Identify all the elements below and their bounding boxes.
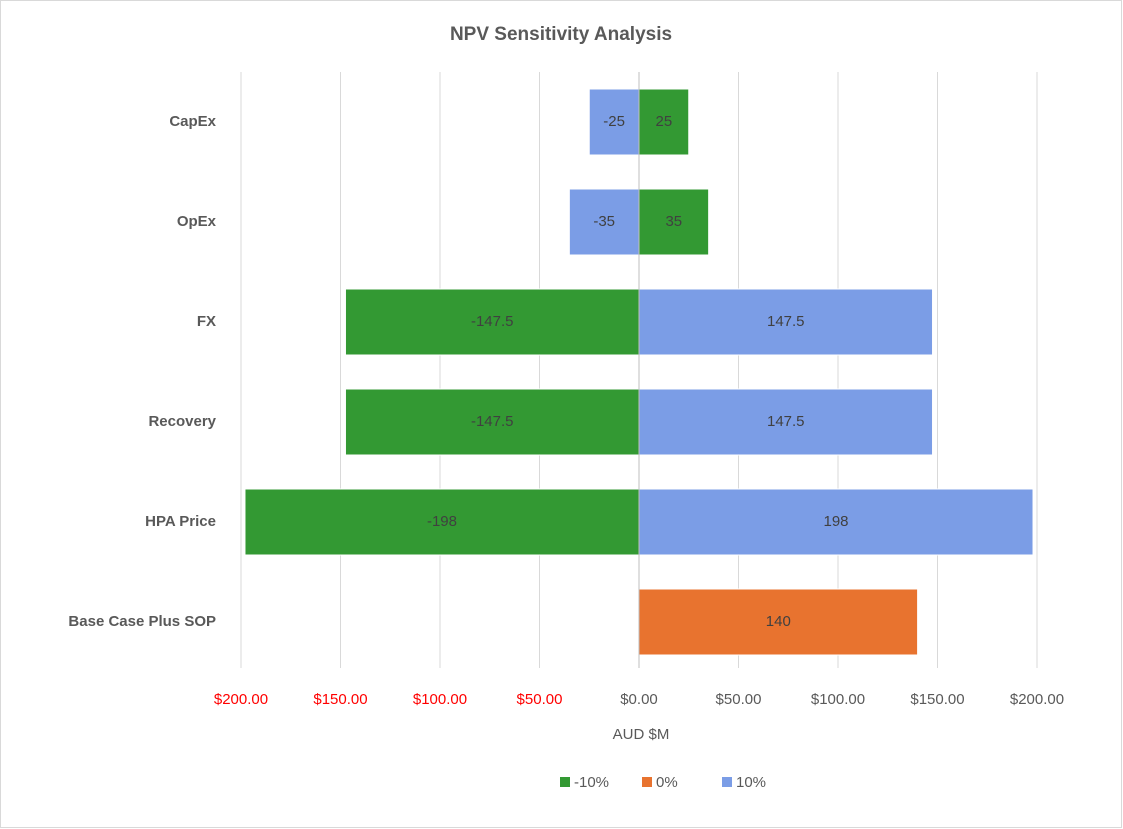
data-label: 198 [823, 513, 848, 530]
y-tick-label: OpEx [177, 213, 217, 230]
x-tick-label: $100.00 [413, 691, 467, 708]
bar [244, 488, 640, 556]
x-tick-label: $150.00 [910, 691, 964, 708]
data-label: 140 [766, 613, 791, 630]
bar [588, 88, 640, 156]
data-label: -147.5 [471, 413, 514, 430]
data-label: 25 [656, 113, 673, 130]
x-tick-label: $50.00 [517, 691, 563, 708]
bar [638, 288, 934, 356]
data-label: -147.5 [471, 313, 514, 330]
x-tick-label: $50.00 [716, 691, 762, 708]
legend-swatch [560, 777, 570, 787]
legend-swatch [642, 777, 652, 787]
bar [638, 188, 710, 256]
data-label: 147.5 [767, 413, 805, 430]
bar [638, 388, 934, 456]
legend-swatch [722, 777, 732, 787]
legend-label: 0% [656, 774, 678, 791]
y-tick-label: FX [197, 313, 216, 330]
y-tick-label: Base Case Plus SOP [68, 613, 216, 630]
data-label: 147.5 [767, 313, 805, 330]
legend-label: 10% [736, 774, 766, 791]
x-tick-label: $0.00 [620, 691, 658, 708]
data-label: -198 [427, 513, 457, 530]
x-tick-label: $100.00 [811, 691, 865, 708]
bar [638, 588, 919, 656]
x-tick-label: $150.00 [313, 691, 367, 708]
legend-label: -10% [574, 774, 609, 791]
x-tick-label: $200.00 [214, 691, 268, 708]
bar [344, 388, 640, 456]
chart-title: NPV Sensitivity Analysis [450, 24, 672, 45]
bar [568, 188, 640, 256]
bar [344, 288, 640, 356]
y-tick-label: Recovery [148, 413, 216, 430]
y-tick-label: HPA Price [145, 513, 216, 530]
data-label: -25 [603, 113, 625, 130]
x-axis-title: AUD $M [613, 726, 670, 743]
bar [638, 488, 1034, 556]
y-tick-label: CapEx [169, 113, 216, 130]
data-label: 35 [665, 213, 682, 230]
x-tick-label: $200.00 [1010, 691, 1064, 708]
data-label: -35 [593, 213, 615, 230]
